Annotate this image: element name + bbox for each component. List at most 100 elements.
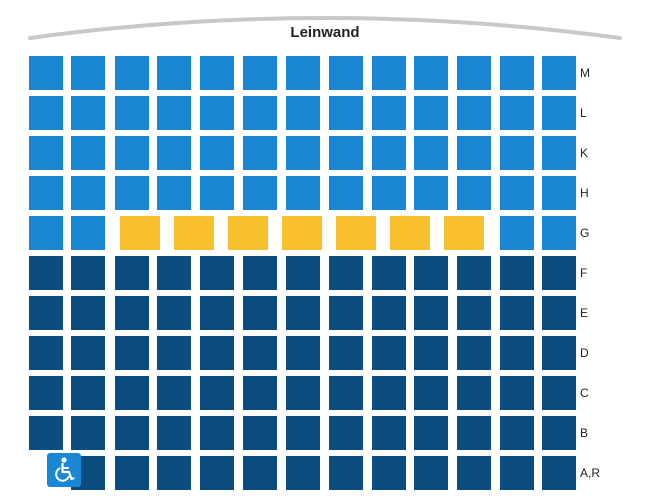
seat-G-8-selected[interactable] — [390, 216, 430, 250]
seat-H-3-free[interactable] — [115, 176, 149, 210]
seat-G-5-selected[interactable] — [228, 216, 268, 250]
row-label: F — [580, 266, 588, 280]
seat-M-9-free[interactable] — [372, 56, 406, 90]
seat-L-7-free[interactable] — [286, 96, 320, 130]
seat-K-5-free[interactable] — [200, 136, 234, 170]
seat-K-7-free[interactable] — [286, 136, 320, 170]
seat-B-5-unavailable — [200, 416, 234, 450]
seat-AR-5-unavailable — [200, 456, 234, 490]
seat-E-11-unavailable — [457, 296, 491, 330]
seat-G-9-selected[interactable] — [444, 216, 484, 250]
seat-H-6-free[interactable] — [243, 176, 277, 210]
seat-K-1-free[interactable] — [29, 136, 63, 170]
seat-M-3-free[interactable] — [115, 56, 149, 90]
seat-AR-11-unavailable — [457, 456, 491, 490]
seat-H-8-free[interactable] — [329, 176, 363, 210]
seat-K-4-free[interactable] — [157, 136, 191, 170]
seat-M-4-free[interactable] — [157, 56, 191, 90]
seat-M-8-free[interactable] — [329, 56, 363, 90]
seat-L-1-free[interactable] — [29, 96, 63, 130]
seat-F-8-unavailable — [329, 256, 363, 290]
seat-H-9-free[interactable] — [372, 176, 406, 210]
seat-L-2-free[interactable] — [71, 96, 105, 130]
seat-H-12-free[interactable] — [500, 176, 534, 210]
seat-M-13-free[interactable] — [542, 56, 576, 90]
seat-F-2-unavailable — [71, 256, 105, 290]
row-label: A,R — [580, 466, 601, 480]
seat-G-3-selected[interactable] — [120, 216, 160, 250]
seat-B-9-unavailable — [372, 416, 406, 450]
seat-H-5-free[interactable] — [200, 176, 234, 210]
seat-H-1-free[interactable] — [29, 176, 63, 210]
seat-G-1-free[interactable] — [29, 216, 63, 250]
seat-G-2-free[interactable] — [71, 216, 105, 250]
seat-M-6-free[interactable] — [243, 56, 277, 90]
seat-B-13-unavailable — [542, 416, 576, 450]
seat-L-12-free[interactable] — [500, 96, 534, 130]
seat-L-9-free[interactable] — [372, 96, 406, 130]
seat-L-6-free[interactable] — [243, 96, 277, 130]
seat-C-4-unavailable — [157, 376, 191, 410]
seat-B-11-unavailable — [457, 416, 491, 450]
seat-L-10-free[interactable] — [414, 96, 448, 130]
seat-AR-8-unavailable — [329, 456, 363, 490]
row-label: E — [580, 306, 589, 320]
seat-G-10-free[interactable] — [500, 216, 534, 250]
seat-AR-13-unavailable — [542, 456, 576, 490]
seat-K-12-free[interactable] — [500, 136, 534, 170]
seat-B-3-unavailable — [115, 416, 149, 450]
seat-K-10-free[interactable] — [414, 136, 448, 170]
seat-K-2-free[interactable] — [71, 136, 105, 170]
seat-K-8-free[interactable] — [329, 136, 363, 170]
seat-B-10-unavailable — [414, 416, 448, 450]
seat-H-13-free[interactable] — [542, 176, 576, 210]
wheelchair-icon — [55, 457, 75, 482]
seat-B-12-unavailable — [500, 416, 534, 450]
seat-F-7-unavailable — [286, 256, 320, 290]
seat-M-2-free[interactable] — [71, 56, 105, 90]
seat-E-2-unavailable — [71, 296, 105, 330]
seat-B-1-unavailable — [29, 416, 63, 450]
seat-F-13-unavailable — [542, 256, 576, 290]
seat-AR-9-unavailable — [372, 456, 406, 490]
seat-D-8-unavailable — [329, 336, 363, 370]
seat-H-2-free[interactable] — [71, 176, 105, 210]
seat-L-8-free[interactable] — [329, 96, 363, 130]
row-label: B — [580, 426, 589, 440]
wheelchair-seat[interactable] — [47, 453, 81, 487]
seat-G-6-selected[interactable] — [282, 216, 322, 250]
seat-K-9-free[interactable] — [372, 136, 406, 170]
seat-M-12-free[interactable] — [500, 56, 534, 90]
seat-L-13-free[interactable] — [542, 96, 576, 130]
seat-C-6-unavailable — [243, 376, 277, 410]
seat-G-4-selected[interactable] — [174, 216, 214, 250]
seat-K-6-free[interactable] — [243, 136, 277, 170]
seat-C-3-unavailable — [115, 376, 149, 410]
seat-M-7-free[interactable] — [286, 56, 320, 90]
seat-E-4-unavailable — [157, 296, 191, 330]
seat-H-7-free[interactable] — [286, 176, 320, 210]
seat-H-4-free[interactable] — [157, 176, 191, 210]
seat-F-10-unavailable — [414, 256, 448, 290]
seat-L-11-free[interactable] — [457, 96, 491, 130]
seat-D-11-unavailable — [457, 336, 491, 370]
seat-M-10-free[interactable] — [414, 56, 448, 90]
seat-E-8-unavailable — [329, 296, 363, 330]
seat-K-3-free[interactable] — [115, 136, 149, 170]
seat-L-4-free[interactable] — [157, 96, 191, 130]
seat-M-5-free[interactable] — [200, 56, 234, 90]
seat-E-12-unavailable — [500, 296, 534, 330]
seat-H-11-free[interactable] — [457, 176, 491, 210]
seat-M-11-free[interactable] — [457, 56, 491, 90]
seat-L-5-free[interactable] — [200, 96, 234, 130]
seat-L-3-free[interactable] — [115, 96, 149, 130]
seat-B-6-unavailable — [243, 416, 277, 450]
seat-D-5-unavailable — [200, 336, 234, 370]
seat-K-11-free[interactable] — [457, 136, 491, 170]
row-label: K — [580, 146, 589, 160]
seat-K-13-free[interactable] — [542, 136, 576, 170]
seat-M-1-free[interactable] — [29, 56, 63, 90]
seat-G-7-selected[interactable] — [336, 216, 376, 250]
seat-H-10-free[interactable] — [414, 176, 448, 210]
seat-G-11-free[interactable] — [542, 216, 576, 250]
